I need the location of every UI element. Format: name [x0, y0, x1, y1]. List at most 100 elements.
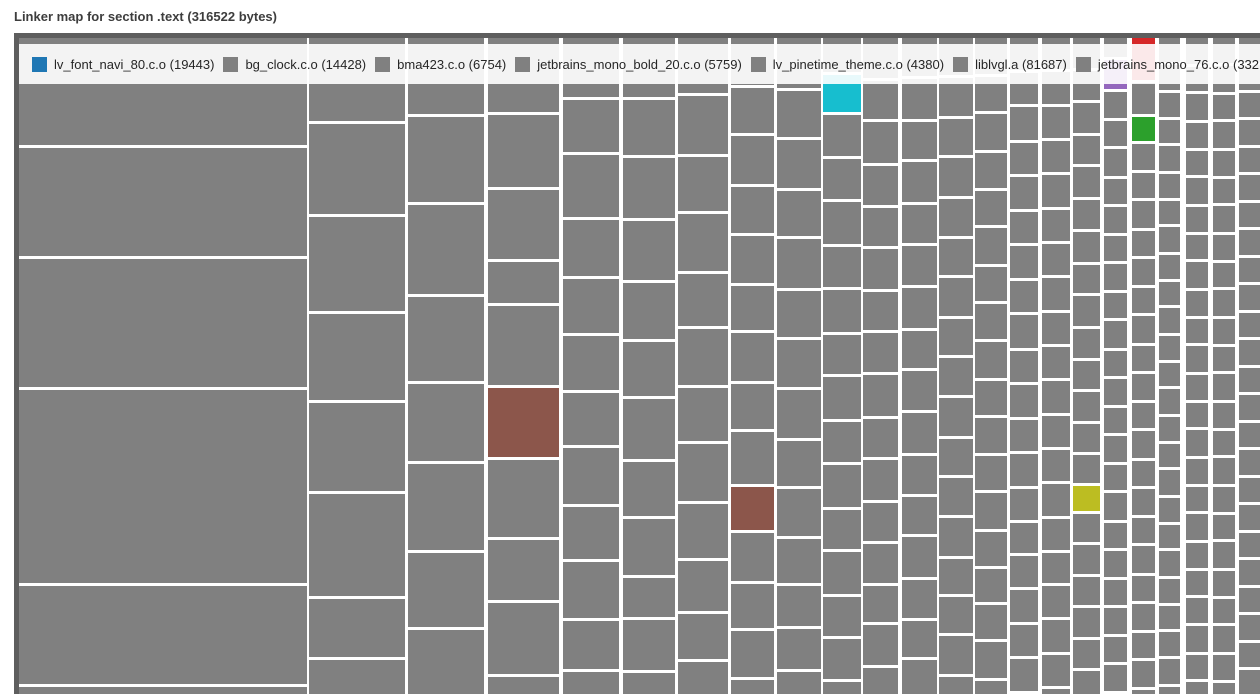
treemap-cell[interactable] [488, 677, 559, 694]
treemap-cell[interactable] [1073, 424, 1100, 452]
treemap-cell[interactable] [678, 504, 728, 558]
treemap-cell[interactable] [1104, 264, 1127, 290]
treemap-cell[interactable] [563, 562, 619, 618]
treemap-cell[interactable] [1213, 347, 1235, 371]
treemap-cell[interactable] [1239, 258, 1260, 282]
treemap-cell[interactable] [1104, 92, 1127, 118]
treemap-cell[interactable] [488, 190, 559, 259]
treemap-cell[interactable] [678, 614, 728, 659]
treemap-cell[interactable] [678, 96, 728, 154]
treemap-cell[interactable] [1010, 590, 1038, 622]
treemap-cell[interactable] [1132, 518, 1155, 543]
treemap-cell[interactable] [1186, 375, 1208, 400]
treemap-cell[interactable] [1073, 265, 1100, 293]
treemap-cell[interactable] [563, 621, 619, 669]
treemap-cell[interactable] [975, 605, 1007, 639]
treemap-cell[interactable] [623, 283, 675, 339]
treemap-cell[interactable] [1132, 231, 1155, 256]
treemap-cell[interactable] [1104, 523, 1127, 548]
treemap-cell[interactable] [1073, 640, 1100, 668]
treemap-cell[interactable] [975, 456, 1007, 490]
treemap-cell[interactable] [902, 537, 937, 577]
treemap-cell[interactable] [863, 208, 898, 246]
treemap-cell[interactable] [1159, 120, 1180, 143]
treemap-cell[interactable] [1159, 308, 1180, 333]
treemap-cell[interactable] [408, 553, 484, 627]
treemap-cell[interactable] [939, 119, 973, 155]
treemap-cell[interactable] [623, 221, 675, 280]
treemap-cell[interactable] [563, 155, 619, 217]
treemap-cell[interactable] [731, 136, 774, 184]
treemap-cell[interactable] [731, 286, 774, 330]
treemap-cell[interactable] [1239, 505, 1260, 530]
treemap-cell[interactable] [1073, 136, 1100, 164]
treemap-cell[interactable] [1104, 351, 1127, 376]
treemap-cell[interactable] [1132, 461, 1155, 486]
treemap-cell[interactable] [1186, 291, 1208, 316]
treemap-cell[interactable] [1239, 478, 1260, 502]
treemap-cell[interactable] [863, 668, 898, 694]
treemap-cell[interactable] [408, 117, 484, 202]
treemap-cell[interactable] [1159, 606, 1180, 629]
treemap-cell[interactable] [1213, 206, 1235, 232]
treemap-cell[interactable] [1042, 313, 1070, 344]
treemap-cell-brown[interactable] [488, 388, 559, 457]
treemap-cell[interactable] [823, 290, 861, 332]
treemap-cell[interactable] [777, 539, 821, 583]
treemap-cell[interactable] [1104, 379, 1127, 405]
treemap-cell[interactable] [1213, 151, 1235, 176]
treemap-cell[interactable] [1042, 655, 1070, 686]
treemap-cell[interactable] [1073, 232, 1100, 262]
treemap-cell[interactable] [863, 81, 898, 119]
treemap-cell[interactable] [975, 342, 1007, 378]
treemap-cell[interactable] [902, 288, 937, 328]
treemap-cell[interactable] [731, 187, 774, 233]
treemap-cell[interactable] [1213, 599, 1235, 623]
treemap-cell[interactable] [1239, 340, 1260, 365]
treemap-cell[interactable] [309, 124, 405, 214]
treemap-cell[interactable] [19, 586, 307, 684]
treemap-cell[interactable] [1186, 178, 1208, 204]
treemap-cell[interactable] [863, 544, 898, 583]
treemap-cell[interactable] [1213, 571, 1235, 596]
treemap-cell[interactable] [1213, 235, 1235, 260]
treemap-cell[interactable] [1239, 120, 1260, 145]
treemap-cell[interactable] [1132, 173, 1155, 198]
treemap-cell[interactable] [1010, 351, 1038, 382]
treemap-cell[interactable] [1213, 542, 1235, 568]
treemap-cell[interactable] [823, 510, 861, 549]
treemap-cell[interactable] [1239, 368, 1260, 392]
treemap-cell[interactable] [678, 662, 728, 694]
treemap-cell[interactable] [1213, 431, 1235, 455]
treemap-cell[interactable] [1104, 493, 1127, 520]
treemap-cell[interactable] [678, 561, 728, 611]
treemap-cell[interactable] [863, 460, 898, 500]
treemap-cell[interactable] [1186, 655, 1208, 679]
treemap-cell[interactable] [1010, 143, 1038, 174]
treemap-cell[interactable] [1073, 577, 1100, 605]
treemap-cell[interactable] [975, 114, 1007, 150]
treemap-cell[interactable] [1104, 637, 1127, 662]
treemap-cell[interactable] [623, 158, 675, 218]
treemap-cell[interactable] [777, 672, 821, 694]
treemap-cell[interactable] [863, 166, 898, 205]
treemap-cell[interactable] [823, 247, 861, 287]
treemap-cell[interactable] [563, 336, 619, 390]
treemap-cell[interactable] [823, 377, 861, 419]
treemap-cell[interactable] [777, 441, 821, 486]
treemap-cell[interactable] [777, 340, 821, 387]
treemap-cell[interactable] [1104, 236, 1127, 261]
treemap-cell[interactable] [563, 279, 619, 333]
treemap-cell[interactable] [1104, 608, 1127, 634]
treemap-cell[interactable] [731, 680, 774, 694]
treemap-cell[interactable] [1132, 546, 1155, 573]
treemap-cell[interactable] [1186, 543, 1208, 568]
treemap-cell[interactable] [623, 342, 675, 396]
treemap-cell[interactable] [1159, 525, 1180, 548]
treemap-cell[interactable] [1186, 346, 1208, 372]
treemap-cell[interactable] [1186, 235, 1208, 259]
treemap-cell[interactable] [563, 448, 619, 504]
treemap-cell[interactable] [823, 597, 861, 636]
treemap-cell[interactable] [309, 494, 405, 596]
treemap-cell[interactable] [1073, 167, 1100, 197]
